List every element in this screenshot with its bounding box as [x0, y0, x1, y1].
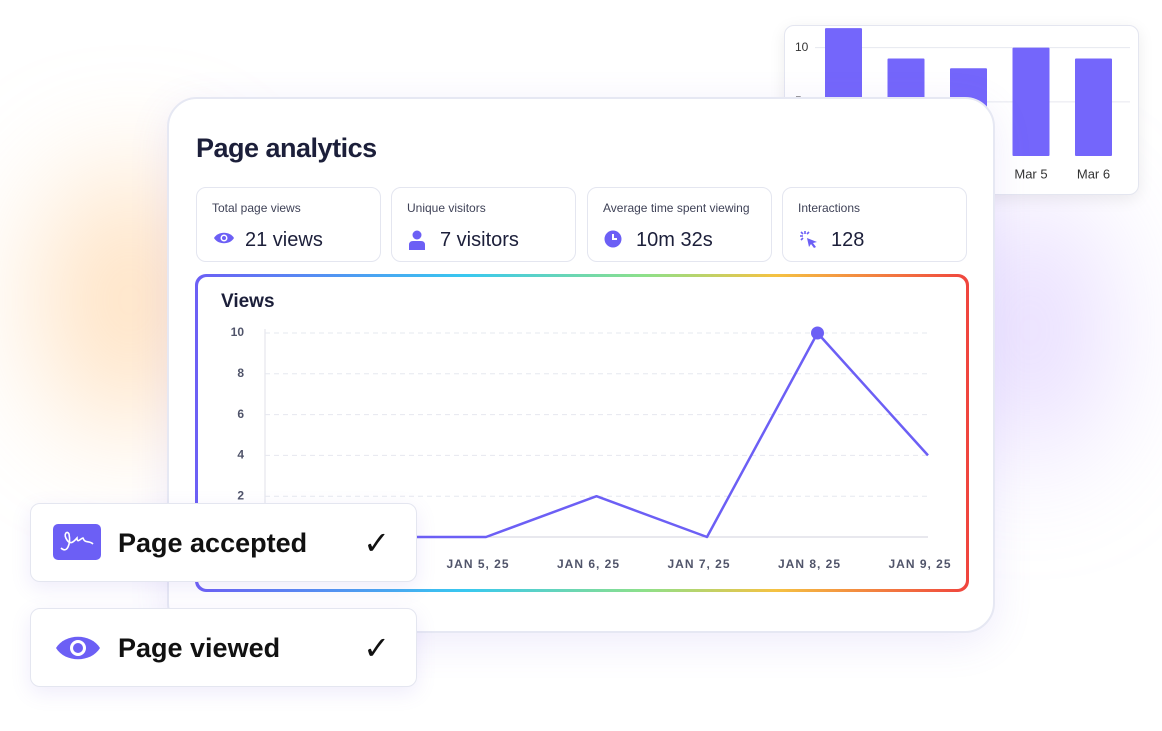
stat-value: 7 visitors	[440, 229, 519, 251]
notification-text: Page accepted	[118, 528, 308, 558]
notification: Page accepted ✓	[30, 503, 417, 582]
stat-card: Interactions 128	[782, 187, 967, 262]
point	[811, 326, 824, 340]
stat-value: 21 views	[245, 229, 323, 251]
x-tick-label: JAN 5, 25	[446, 557, 509, 571]
y-tick-label: 10	[231, 325, 245, 339]
notification: Page viewed ✓	[30, 608, 417, 687]
click-icon	[800, 231, 817, 248]
check: ✓	[363, 630, 390, 666]
stat-label: Total page views	[212, 201, 301, 215]
bar	[1012, 47, 1050, 156]
stat-label: Unique visitors	[407, 201, 486, 215]
signature-icon	[53, 524, 101, 560]
y-tick-label: 4	[237, 448, 244, 462]
x-tick-label: JAN 7, 25	[667, 557, 730, 571]
stat-value: 128	[831, 229, 865, 251]
stat-card: Average time spent viewing 10m 32s	[587, 187, 772, 262]
x-tick-label: JAN 9, 25	[888, 557, 951, 571]
notification-text: Page viewed	[118, 633, 281, 663]
x-tick-label: JAN 8, 25	[778, 557, 841, 571]
stat-label: Interactions	[798, 201, 861, 215]
x-tick-label: Mar 5	[1014, 166, 1047, 181]
chart-title: Views	[221, 291, 275, 312]
stat-value: 10m 32s	[636, 229, 713, 251]
y-tick-label: 2	[237, 488, 244, 502]
person-icon	[409, 230, 425, 250]
clock-icon	[604, 230, 622, 248]
y-tick-label: 8	[237, 366, 244, 380]
stat-label: Average time spent viewing	[603, 201, 750, 215]
bar	[1075, 58, 1112, 156]
x-tick-label: Mar 6	[1077, 166, 1110, 181]
check: ✓	[363, 525, 390, 561]
stat-card: Unique visitors 7 visitors	[391, 187, 576, 262]
x-tick-label: JAN 6, 25	[557, 557, 620, 571]
y-tick-label: 6	[237, 407, 244, 421]
y-tick-label: 10	[795, 40, 809, 54]
eye-icon	[56, 636, 100, 660]
page-title: Page analytics	[196, 133, 377, 163]
stat-card: Total page views 21 views	[196, 187, 381, 262]
eye-icon	[214, 232, 234, 244]
